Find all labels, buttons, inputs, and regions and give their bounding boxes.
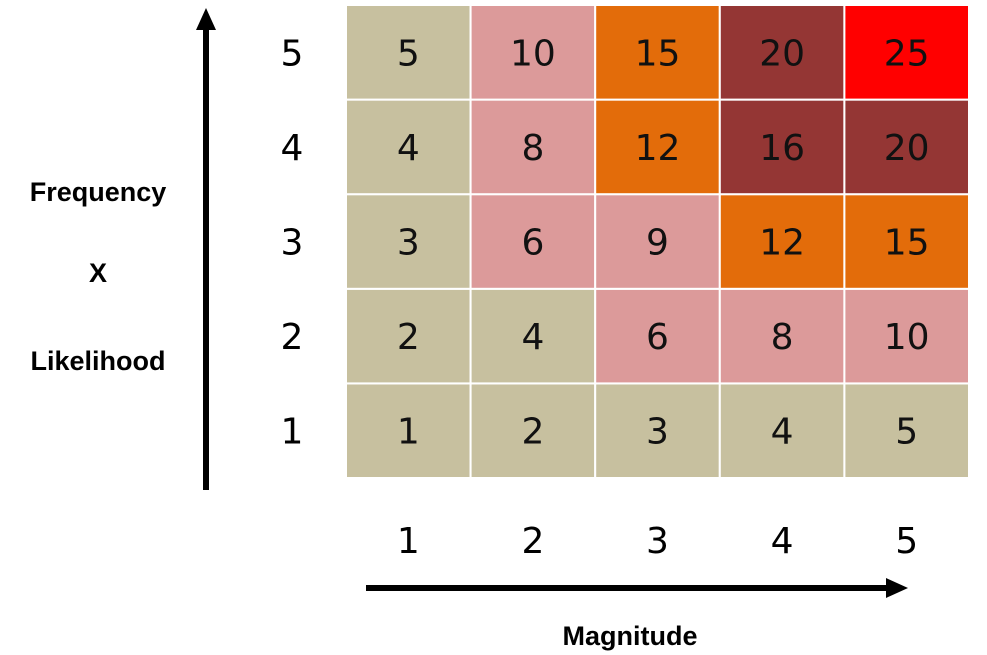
heatmap-cell-value: 15 (635, 33, 681, 74)
heatmap-cell-value: 2 (397, 317, 420, 358)
heatmap-cell-value: 25 (884, 33, 930, 74)
heatmap-cell-value: 5 (895, 412, 918, 453)
heatmap-cell-value: 3 (646, 412, 669, 453)
y-tick-label: 2 (281, 317, 304, 358)
y-axis-ticks: 1 2 3 4 5 (281, 33, 304, 452)
heatmap-cell (843, 382, 971, 479)
heatmap-cell (469, 287, 597, 385)
heatmap-cell (469, 382, 597, 479)
heatmap-cell (345, 4, 472, 101)
heatmap-cell-value: 6 (646, 317, 669, 358)
x-axis-arrowhead (886, 578, 908, 598)
y-tick-label: 4 (281, 128, 304, 169)
heatmap-cell (718, 287, 846, 385)
heatmap-cell-value: 16 (759, 128, 805, 169)
x-tick-label: 4 (771, 521, 794, 562)
heatmap-cell-value: 9 (646, 223, 669, 264)
y-axis-arrowhead (196, 8, 216, 30)
heatmap-cell-value: 3 (397, 223, 420, 264)
heatmap-cell (594, 98, 721, 196)
heatmap-cell-value: 4 (521, 317, 544, 358)
heatmap-cells: 1 2 3 4 52 4 6 8 103 6 9 12 154 8 12 16 205 10 15 20 25 (345, 4, 971, 479)
heatmap-cell-value: 12 (759, 223, 805, 264)
heatmap-cell-value: 20 (759, 33, 805, 74)
x-tick-label: 2 (521, 521, 544, 562)
heatmap-cell (718, 98, 846, 196)
heatmap-cell (843, 287, 971, 385)
heatmap-cell-value: 4 (397, 128, 420, 169)
x-tick-label: 1 (397, 521, 420, 562)
x-tick-label: 5 (895, 521, 918, 562)
heatmap-cell-value: 4 (771, 412, 794, 453)
heatmap-cell (469, 4, 597, 101)
heatmap-cell (345, 98, 472, 196)
heatmap-cell (594, 4, 721, 101)
y-axis-label-line-3: Likelihood (31, 346, 166, 376)
y-tick-label: 5 (281, 33, 304, 74)
heatmap-cell (469, 193, 597, 290)
heatmap-cell (345, 287, 472, 385)
y-axis-label-line-1: Frequency (30, 177, 167, 207)
y-axis-label-line-2: X (89, 258, 107, 288)
y-tick-label: 3 (281, 223, 304, 264)
heatmap-cell-value: 8 (521, 128, 544, 169)
x-tick-label: 3 (646, 521, 669, 562)
y-tick-label: 1 (281, 412, 304, 453)
heatmap-cell-value: 12 (635, 128, 681, 169)
heatmap-cell (843, 98, 971, 196)
heatmap-cell-value: 8 (771, 317, 794, 358)
heatmap-cell (843, 4, 971, 101)
heatmap-cell-value: 6 (521, 223, 544, 264)
heatmap-cell (345, 382, 472, 479)
heatmap-cell-value: 15 (884, 223, 930, 264)
heatmap-cell (594, 287, 721, 385)
heatmap-cell-value: 10 (510, 33, 556, 74)
heatmap-cell-value: 20 (884, 128, 930, 169)
x-axis-label: Magnitude (563, 621, 698, 651)
heatmap-cell-value: 2 (521, 412, 544, 453)
heatmap-cell-value: 1 (397, 412, 420, 453)
x-axis-ticks: 1 2 3 4 5 (397, 521, 918, 562)
heatmap-cell (594, 193, 721, 290)
heatmap-cell (469, 98, 597, 196)
heatmap-cell-value: 10 (884, 317, 930, 358)
heatmap-cell (843, 193, 971, 290)
heatmap-cell-value: 5 (397, 33, 420, 74)
